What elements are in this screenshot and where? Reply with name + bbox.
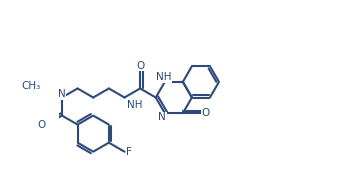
Text: N: N [159,112,166,122]
Text: NH: NH [126,99,142,109]
Text: CH₃: CH₃ [21,81,41,91]
Text: O: O [202,108,210,118]
Text: NH: NH [156,72,171,82]
Text: N: N [58,89,66,99]
Text: F: F [126,147,132,157]
Text: O: O [136,61,144,71]
Text: O: O [37,120,45,130]
